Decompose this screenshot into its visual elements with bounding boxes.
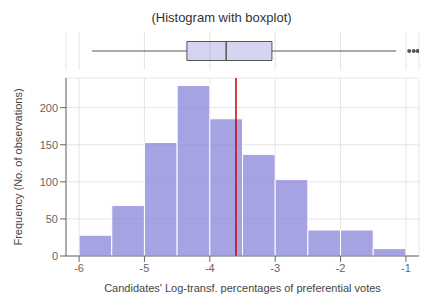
svg-text:-3: -3 xyxy=(270,262,280,274)
svg-text:-4: -4 xyxy=(205,262,215,274)
svg-text:Candidates' Log-transf. percen: Candidates' Log-transf. percentages of p… xyxy=(104,282,381,294)
svg-text:0: 0 xyxy=(52,250,58,262)
svg-text:150: 150 xyxy=(40,139,58,151)
svg-text:-1: -1 xyxy=(401,262,411,274)
html-text:(Histogram with boxplot): (Histogram with boxplot) xyxy=(151,10,292,25)
svg-text:Frequency (No. of observations: Frequency (No. of observations) xyxy=(12,88,24,245)
svg-text:50: 50 xyxy=(46,213,58,225)
svg-text:-5: -5 xyxy=(140,262,150,274)
svg-text:-6: -6 xyxy=(74,262,84,274)
svg-text:200: 200 xyxy=(40,102,58,114)
svg-text:-2: -2 xyxy=(336,262,346,274)
svg-text:100: 100 xyxy=(40,176,58,188)
